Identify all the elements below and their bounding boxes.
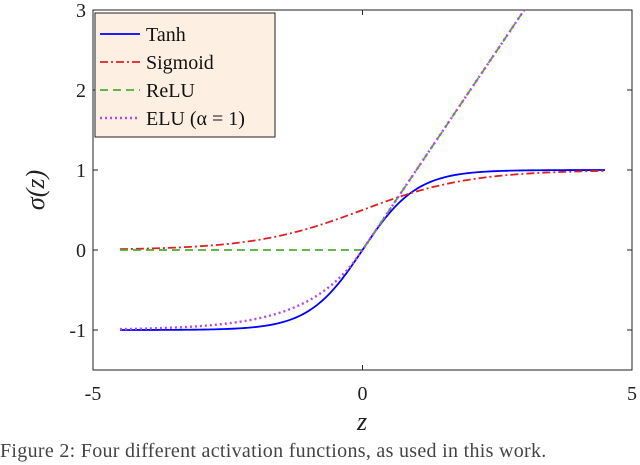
figure-caption: Figure 2: Four different activation func… bbox=[0, 440, 547, 462]
y-axis-label: σ(z) bbox=[21, 170, 50, 210]
ticks-group: -5 0 5 -1 0 1 2 3 bbox=[69, 0, 637, 405]
series-group bbox=[119, 10, 606, 331]
x-tick-label: 0 bbox=[358, 383, 368, 405]
legend-label-sigmoid: Sigmoid bbox=[146, 52, 214, 74]
x-axis-label: z bbox=[356, 407, 367, 436]
series-line-tanh bbox=[119, 169, 606, 331]
legend-label-relu: ReLU bbox=[146, 80, 195, 102]
legend-label-tanh: Tanh bbox=[146, 24, 186, 46]
x-tick-label: 5 bbox=[627, 383, 637, 405]
y-tick-label: 1 bbox=[76, 160, 86, 182]
x-tick-label: -5 bbox=[85, 383, 102, 405]
y-tick-label: 0 bbox=[76, 240, 86, 262]
legend-label-elu: ELU (α = 1) bbox=[146, 108, 245, 130]
legend: Tanh Sigmoid ReLU ELU (α = 1) bbox=[94, 12, 276, 138]
y-tick-label: 3 bbox=[76, 0, 86, 22]
activation-functions-chart: -5 0 5 -1 0 1 2 3 z σ(z) Tanh Sigmoid ReLU ELU (α … bbox=[21, 0, 637, 436]
series-line-elu bbox=[119, 10, 526, 331]
series-line-sigmoid bbox=[119, 169, 606, 251]
y-tick-label: 2 bbox=[76, 80, 86, 102]
y-tick-label: -1 bbox=[69, 320, 86, 342]
